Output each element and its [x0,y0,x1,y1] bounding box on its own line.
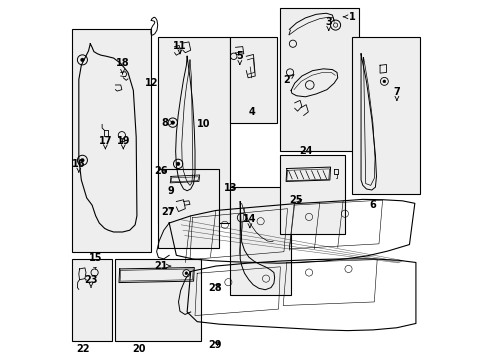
Text: 19: 19 [116,136,130,149]
Bar [280,155,344,234]
Text: 12: 12 [144,78,158,88]
Text: 24: 24 [299,146,312,156]
Text: 9: 9 [167,186,174,196]
Text: 27: 27 [162,207,175,217]
Text: 23: 23 [84,275,98,288]
Bar [351,37,419,194]
Text: 3: 3 [325,17,331,30]
Text: 6: 6 [369,200,375,210]
Circle shape [184,272,187,275]
Text: 4: 4 [248,107,255,117]
Text: 15: 15 [89,253,102,263]
Circle shape [176,162,180,166]
Bar [115,259,201,341]
Bar [72,30,151,252]
Text: 8: 8 [161,118,174,128]
Text: 11: 11 [173,41,186,54]
Text: 29: 29 [208,340,222,350]
Circle shape [382,80,385,83]
Text: 5: 5 [236,51,243,64]
Text: 16: 16 [72,159,85,172]
Text: 13: 13 [224,183,237,193]
Text: 10: 10 [196,120,209,129]
Text: 25: 25 [289,195,303,205]
Bar [158,37,230,223]
Bar [230,37,276,123]
Text: 22: 22 [76,343,90,354]
Text: 14: 14 [243,215,256,228]
Circle shape [81,158,84,162]
Text: 17: 17 [99,136,112,149]
Circle shape [171,121,174,125]
Text: 20: 20 [132,343,145,354]
Text: 28: 28 [208,283,222,293]
Text: 1: 1 [343,12,355,22]
Circle shape [81,58,84,62]
Text: 2: 2 [283,75,293,85]
Text: 26: 26 [154,166,167,176]
Bar [280,8,359,151]
Text: 7: 7 [393,87,400,100]
Text: 21: 21 [154,261,170,271]
Bar [158,169,219,248]
Bar [230,187,290,295]
Text: 18: 18 [116,58,129,74]
Bar [72,259,112,341]
